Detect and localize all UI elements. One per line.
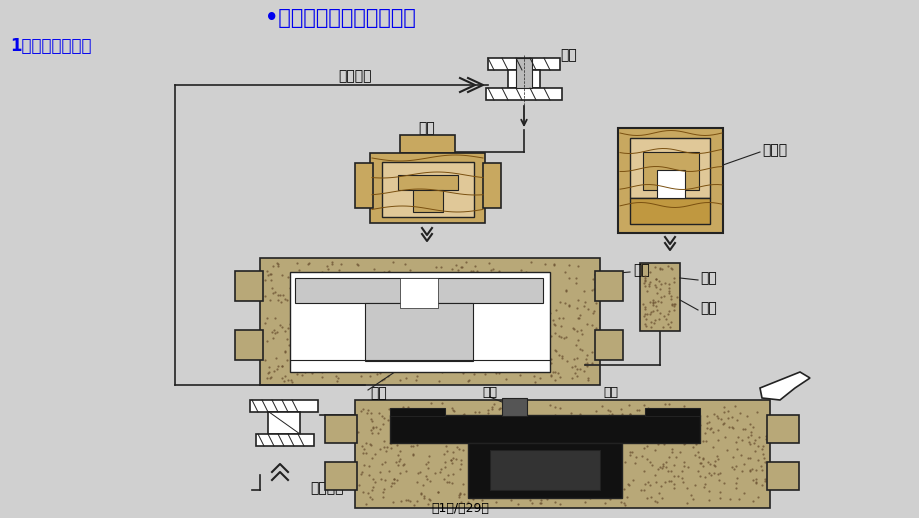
Bar (365, 303, 472, 361)
Bar (260, 258, 599, 385)
Bar (516, 58, 531, 88)
Text: 切削加工: 切削加工 (338, 69, 371, 83)
Bar (482, 163, 501, 208)
Bar (618, 128, 722, 233)
Text: 砂型: 砂型 (632, 263, 649, 277)
Bar (400, 278, 437, 308)
Bar (766, 462, 798, 490)
Bar (324, 415, 357, 443)
Text: 泥芯箱: 泥芯箱 (761, 143, 787, 157)
Text: 冒口: 冒口 (482, 386, 497, 399)
Bar (400, 135, 455, 153)
Text: 浇铸: 浇铸 (699, 301, 716, 315)
Bar (390, 415, 699, 443)
Bar (490, 450, 599, 490)
Bar (381, 162, 473, 217)
Bar (234, 271, 263, 301)
Text: 1、铸造工艺结构: 1、铸造工艺结构 (10, 37, 91, 55)
Bar (487, 58, 560, 70)
Bar (355, 400, 769, 508)
Bar (468, 443, 621, 498)
Text: •二、零件常见的工艺结构: •二、零件常见的工艺结构 (265, 8, 415, 28)
Text: 零件: 零件 (560, 48, 576, 62)
Bar (644, 408, 699, 416)
Bar (502, 398, 527, 416)
Bar (234, 330, 263, 360)
Bar (630, 198, 709, 224)
Bar (390, 408, 445, 416)
Bar (485, 88, 562, 100)
Bar (295, 278, 542, 303)
Text: 第1页/共29页: 第1页/共29页 (431, 501, 488, 514)
Text: 浇口: 浇口 (602, 386, 618, 399)
Bar (766, 415, 798, 443)
Bar (413, 190, 443, 212)
Text: 木模: 木模 (418, 121, 435, 135)
Text: 泥芯: 泥芯 (699, 271, 716, 285)
Bar (250, 400, 318, 412)
Bar (289, 272, 550, 372)
Bar (642, 152, 698, 190)
Bar (595, 330, 622, 360)
Bar (656, 170, 685, 198)
Bar (255, 434, 313, 446)
Bar (324, 462, 357, 490)
Bar (267, 412, 300, 434)
Bar (595, 271, 622, 301)
Bar (398, 175, 458, 190)
Polygon shape (759, 372, 809, 400)
Text: 落砂清理: 落砂清理 (310, 481, 343, 495)
Bar (507, 70, 539, 88)
Bar (355, 163, 372, 208)
Bar (369, 153, 484, 223)
Bar (640, 263, 679, 331)
Text: 铸件: 铸件 (369, 386, 386, 400)
Bar (630, 138, 709, 198)
